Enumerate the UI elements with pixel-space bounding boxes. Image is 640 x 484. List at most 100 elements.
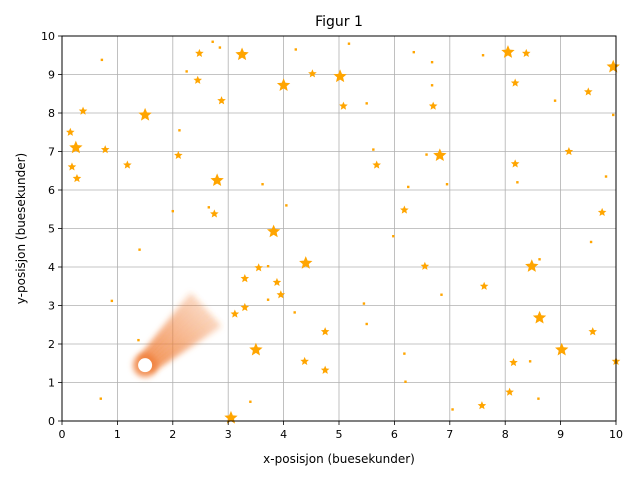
star-point [407, 185, 410, 189]
y-axis-ticks: 0 1 2 3 4 5 6 7 8 9 10 [41, 30, 62, 428]
star-point [100, 58, 104, 62]
star-point [509, 357, 518, 367]
star-point [347, 42, 351, 45]
star-point [481, 54, 485, 57]
y-tick-label: 4 [48, 261, 55, 274]
star-point [451, 408, 454, 411]
y-tick-label: 9 [48, 69, 55, 82]
star-point [584, 87, 593, 96]
x-tick-label: 6 [391, 428, 398, 441]
star-point [137, 338, 140, 342]
star-point [320, 365, 330, 374]
star-point [425, 153, 428, 156]
star-point [606, 59, 620, 73]
star-point [210, 173, 224, 187]
x-tick-label: 2 [169, 428, 176, 441]
star-point [235, 47, 249, 61]
comet-nucleus [138, 358, 153, 373]
star-point [285, 204, 288, 207]
star-point [538, 258, 541, 261]
comet-tail-streak [139, 295, 196, 361]
star-point [308, 69, 317, 78]
comet-tail-streak [140, 299, 200, 363]
star-point [69, 140, 83, 154]
y-tick-label: 8 [48, 107, 55, 120]
star-point [528, 360, 532, 363]
y-tick-label: 10 [41, 30, 55, 43]
comet-tail-streak [145, 312, 212, 369]
star-point [501, 45, 515, 58]
star-point [564, 147, 574, 156]
chart-title: Figur 1 [315, 14, 363, 30]
star-point [479, 281, 489, 290]
star-point [230, 309, 240, 318]
star-point [67, 162, 77, 171]
star-point [612, 113, 615, 117]
star-point [123, 160, 132, 169]
star-point [294, 48, 297, 51]
star-point [99, 397, 102, 400]
star-point [400, 205, 409, 214]
star-point [300, 356, 309, 365]
y-tick-label: 1 [48, 377, 55, 390]
y-axis-label: y-posisjon (buesekunder) [14, 153, 28, 304]
star-point [505, 387, 514, 396]
star-point [537, 397, 540, 400]
star-point [412, 50, 415, 54]
star-point [525, 259, 539, 272]
star-point [171, 209, 174, 213]
star-point [333, 69, 347, 83]
star-point [100, 145, 110, 154]
star-point [365, 322, 368, 326]
star-point [254, 263, 263, 272]
star-point [195, 48, 204, 57]
star-point [392, 235, 395, 238]
star-point [66, 127, 75, 136]
star-point [210, 209, 219, 218]
star-point [240, 302, 250, 312]
star-point [362, 302, 366, 305]
star-point [211, 40, 214, 43]
star-point [249, 400, 252, 403]
star-point [272, 277, 282, 287]
star-point [588, 327, 598, 336]
x-tick-label: 5 [336, 428, 343, 441]
star-point [72, 173, 82, 183]
star-point [430, 60, 434, 64]
star-point [604, 175, 608, 178]
star-point [510, 78, 520, 87]
star-point [138, 248, 141, 251]
x-tick-label: 7 [446, 428, 453, 441]
star-point [266, 298, 270, 301]
star-point [261, 183, 264, 186]
star-point [266, 224, 281, 238]
star-point [218, 46, 222, 49]
star-point [445, 183, 449, 186]
star-point [403, 352, 406, 355]
star-point [299, 256, 313, 269]
star-point [404, 380, 407, 383]
star-point [428, 101, 438, 110]
star-point [510, 159, 520, 168]
x-tick-label: 3 [225, 428, 232, 441]
star-point [293, 311, 296, 314]
star-point [78, 106, 88, 115]
star-point [553, 99, 557, 102]
star-point [276, 78, 291, 91]
star-point [207, 206, 211, 209]
star-point [320, 327, 330, 336]
y-tick-label: 7 [48, 146, 55, 159]
y-tick-label: 0 [48, 415, 55, 428]
y-tick-label: 6 [48, 184, 55, 197]
comet-tail-streak [144, 308, 208, 367]
star-point [372, 160, 381, 169]
x-axis-ticks: 0 1 2 3 4 5 6 7 8 9 10 [59, 421, 623, 441]
star-point [138, 107, 152, 121]
star-point [110, 299, 114, 303]
x-tick-label: 4 [280, 428, 287, 441]
star-point [440, 293, 443, 296]
star-point [240, 274, 250, 283]
star-point [224, 410, 238, 424]
